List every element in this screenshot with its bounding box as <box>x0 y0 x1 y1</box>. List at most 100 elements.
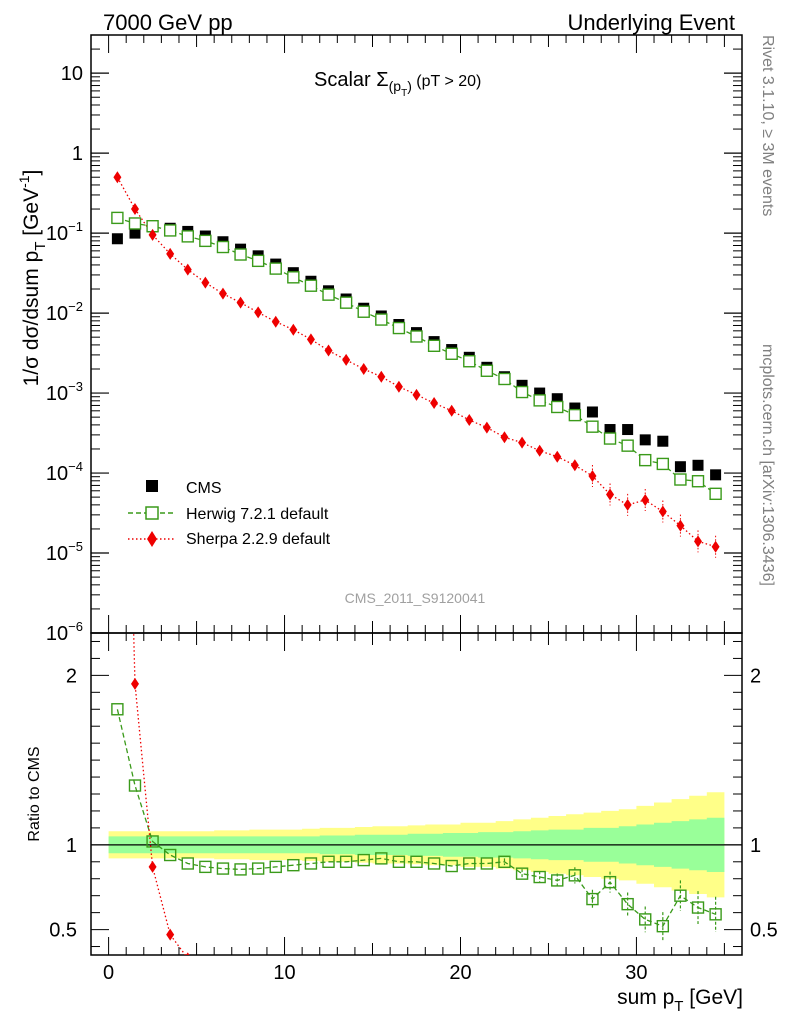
herwig-ratio-point <box>709 908 722 921</box>
sherpa-ratio-point <box>186 952 190 955</box>
rivet-label: Rivet 3.1.10, ≥ 3M events <box>759 35 776 216</box>
cms-point <box>534 387 546 399</box>
herwig-point <box>287 271 300 284</box>
main-ytick-label: 1 <box>72 143 83 165</box>
cms-point <box>604 424 616 436</box>
herwig-point <box>251 254 265 268</box>
sherpa-line <box>116 176 716 548</box>
sherpa-point <box>465 414 474 427</box>
herwig-point <box>445 347 458 360</box>
plot-title: Scalar Σ(pT) (pT > 20) <box>314 69 481 99</box>
cms-point <box>674 461 686 473</box>
cms-point <box>710 469 722 481</box>
sherpa-point <box>377 370 386 383</box>
herwig-ratio-point <box>357 853 370 867</box>
cms-point <box>657 435 669 447</box>
herwig-ratio-point <box>656 919 670 933</box>
ratio-xtick-label: 10 <box>273 962 295 984</box>
herwig-ratio-point <box>533 870 546 884</box>
herwig-point <box>216 240 230 254</box>
herwig-ratio-point <box>111 703 124 716</box>
herwig-point <box>586 420 599 433</box>
sherpa-point <box>447 404 456 417</box>
sherpa-point <box>500 431 509 444</box>
herwig-point <box>603 432 617 445</box>
herwig-ratio-point <box>515 867 529 880</box>
sherpa-point <box>694 535 703 548</box>
herwig-ratio-point <box>146 835 159 848</box>
x-axis-label: sum pT [GeV] <box>617 986 743 1015</box>
sherpa-point <box>306 333 315 346</box>
herwig-ratio-point <box>498 855 511 868</box>
herwig-point <box>111 211 124 225</box>
sherpa-point <box>570 459 579 472</box>
herwig-point <box>656 457 670 471</box>
herwig-point <box>533 394 546 407</box>
ratio-ytick-label: 1 <box>66 835 77 857</box>
cms-point <box>129 227 141 239</box>
sherpa-point <box>711 540 720 553</box>
herwig-point <box>691 475 705 488</box>
herwig-ratio-point <box>621 897 634 911</box>
axes-layer: 10 1 10−1 10−2 10−3 10−4 10−5 10−6 0 10 20 30 0.5 0.5… <box>46 34 778 984</box>
main-series-layer <box>111 171 722 558</box>
herwig-ratio-point <box>639 913 652 926</box>
sherpa-point <box>535 444 544 457</box>
herwig-point <box>304 279 318 292</box>
main-ytick-label: 10−1 <box>46 219 83 245</box>
sherpa-point <box>148 228 157 241</box>
herwig-ratio-point <box>251 862 265 875</box>
sherpa-point <box>606 488 615 501</box>
herwig-point <box>357 305 370 318</box>
herwig-point <box>410 330 423 343</box>
cms-point <box>622 424 634 436</box>
herwig-point <box>392 321 406 335</box>
ratio-ytick-label-right: 0.5 <box>750 920 778 942</box>
herwig-point <box>339 296 353 309</box>
legend-cms-marker <box>146 480 158 492</box>
herwig-ratio-point <box>603 875 617 889</box>
cms-point <box>516 379 528 391</box>
sherpa-point <box>166 247 175 260</box>
herwig-point <box>515 385 529 399</box>
herwig-ratio-point <box>287 858 300 872</box>
sherpa-point <box>130 203 139 216</box>
herwig-point <box>181 230 194 243</box>
sherpa-point <box>342 353 351 366</box>
main-ytick-label: 10 <box>61 63 83 85</box>
herwig-point <box>163 224 177 237</box>
herwig-ratio-point <box>586 892 599 906</box>
sherpa-ratio-point <box>166 928 175 941</box>
herwig-point <box>480 364 494 377</box>
herwig-ratio-point <box>445 859 458 873</box>
herwig-ratio-point <box>463 857 476 870</box>
herwig-point <box>375 313 388 326</box>
ratio-ylabel: Ratio to CMS <box>26 746 43 841</box>
ratio-xtick-label: 20 <box>449 962 471 984</box>
cms-point <box>586 406 598 418</box>
herwig-point <box>498 372 511 386</box>
herwig-ratio-point <box>216 862 230 875</box>
herwig-point <box>621 439 634 452</box>
cms-point <box>569 402 581 414</box>
herwig-ratio-point <box>410 855 423 868</box>
mcplots-label: mcplots.cern.ch [arXiv:1306.3436] <box>759 344 776 586</box>
ratio-uncertainty-band <box>91 792 742 898</box>
herwig-point <box>322 288 335 301</box>
sherpa-ratio-point <box>130 677 139 690</box>
sherpa-point <box>236 296 245 309</box>
ratio-ytick-label: 0.5 <box>49 920 77 942</box>
legend-cms-label: CMS <box>186 480 222 497</box>
herwig-point <box>128 217 142 230</box>
herwig-point <box>674 473 687 486</box>
sherpa-point <box>412 388 421 401</box>
sherpa-ratio-point <box>148 860 157 873</box>
herwig-ratio-point <box>234 863 247 876</box>
main-ytick-label: 10−3 <box>46 379 83 405</box>
herwig-ratio-point <box>181 857 194 870</box>
herwig-ratio-point <box>480 857 494 870</box>
ratio-xtick-label: 0 <box>103 962 114 984</box>
sherpa-ratio-group <box>130 633 190 955</box>
sherpa-point <box>553 450 562 463</box>
